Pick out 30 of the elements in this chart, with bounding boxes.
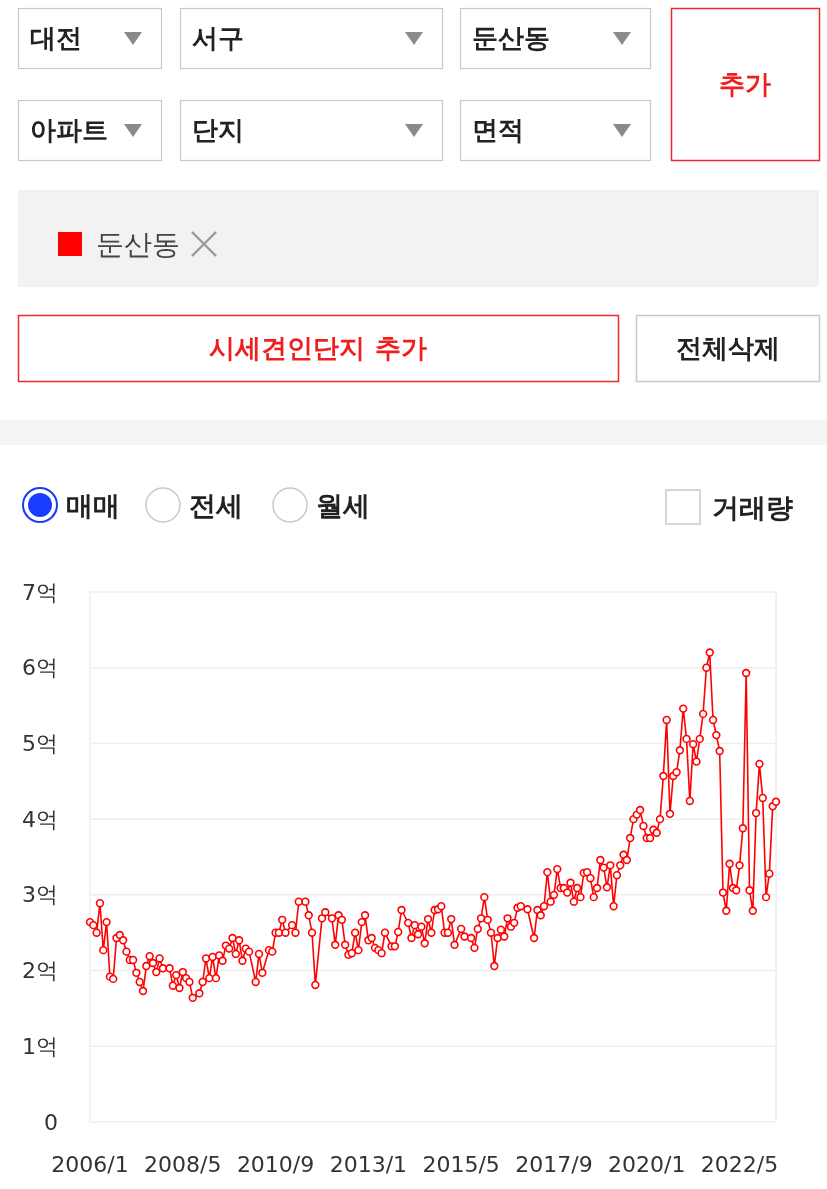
x-tick-label: 2006/1 (51, 1151, 129, 1177)
text: 월세 (316, 489, 370, 521)
y-tick-label: 2억 (22, 958, 58, 984)
legend-label: 둔산동 (96, 227, 180, 261)
text: 전세 (189, 489, 243, 521)
x-tick-label: 2008/5 (144, 1151, 222, 1177)
text: 둔산동 (472, 23, 550, 53)
text: 시세견인단지 추가 (209, 333, 427, 363)
text: 아파트 (30, 115, 108, 145)
y-tick-label: 5억 (22, 730, 58, 756)
y-tick-label: 0 (44, 1109, 58, 1135)
y-tick-label: 4억 (22, 806, 58, 832)
x-tick-label: 2020/1 (608, 1151, 686, 1177)
y-tick-label: 6억 (22, 655, 58, 681)
y-tick-label: 1억 (22, 1033, 58, 1059)
x-tick-label: 2017/9 (515, 1151, 593, 1177)
text: 전체삭제 (675, 333, 780, 363)
x-tick-label: 2013/1 (329, 1151, 408, 1177)
text: 단지 (192, 115, 244, 145)
x-tick-label: 2015/5 (422, 1151, 500, 1177)
x-tick-label: 2010/9 (236, 1151, 315, 1177)
text: 면적 (472, 115, 524, 145)
x-tick-label: 2022/5 (700, 1151, 779, 1177)
text: 추가 (719, 69, 771, 99)
text: 서구 (192, 23, 244, 53)
text: 매매 (66, 489, 120, 521)
text: 거래량 (712, 491, 793, 523)
text: 대전 (30, 23, 82, 53)
y-tick-label: 3억 (22, 882, 58, 908)
y-tick-label: 7억 (22, 579, 58, 605)
